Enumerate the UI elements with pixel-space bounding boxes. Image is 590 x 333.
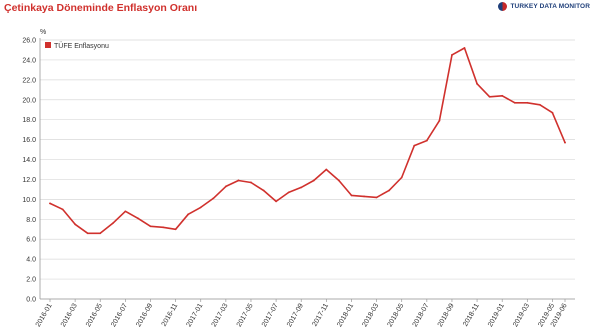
x-tick-label: 2018-03 xyxy=(361,302,380,328)
y-tick-label: 20.0 xyxy=(22,97,36,104)
x-tick-label: 2017-05 xyxy=(236,302,255,328)
data-point xyxy=(74,223,77,226)
data-point xyxy=(363,195,365,198)
y-axis-unit-label: % xyxy=(40,29,46,36)
data-point xyxy=(174,228,177,231)
y-tick-label: 26.0 xyxy=(22,38,36,45)
data-point xyxy=(162,226,164,229)
legend: TÜFE Enflasyonu xyxy=(45,42,109,50)
data-point xyxy=(262,189,265,192)
y-axis-tick-labels: 0.0 2.0 4.0 6.0 8.0 10.0 12.0 14.0 16.0 18.0 20.0 2… xyxy=(22,38,36,304)
data-point xyxy=(538,103,541,106)
brand-logo-text: TURKEY DATA MONITOR xyxy=(510,3,590,10)
y-tick-label: 16.0 xyxy=(22,137,36,144)
y-tick-label: 8.0 xyxy=(26,217,36,224)
data-point xyxy=(137,217,139,220)
data-point xyxy=(237,179,240,182)
data-point xyxy=(86,232,89,235)
y-tick-label: 2.0 xyxy=(26,277,36,284)
data-point xyxy=(275,200,277,203)
data-point xyxy=(413,144,416,147)
data-point xyxy=(400,176,403,179)
x-tick-label: 2017-03 xyxy=(211,302,230,328)
data-point xyxy=(375,196,378,199)
legend-label: TÜFE Enflasyonu xyxy=(54,42,109,50)
series-layer xyxy=(49,47,566,235)
x-tick-label: 2017-01 xyxy=(186,302,205,328)
data-point xyxy=(250,181,252,184)
data-point xyxy=(224,185,227,188)
data-point xyxy=(287,191,290,194)
y-tick-label: 18.0 xyxy=(22,117,36,124)
series-line xyxy=(49,47,566,235)
chart-title: Çetinkaya Döneminde Enflasyon Oranı xyxy=(4,2,198,14)
y-tick-label: 10.0 xyxy=(22,197,36,204)
data-point xyxy=(350,194,353,197)
x-tick-label: 2016-07 xyxy=(110,302,129,328)
y-tick-label: 4.0 xyxy=(26,257,36,264)
x-tick-label: 2018-01 xyxy=(336,302,355,328)
data-point xyxy=(476,82,478,85)
x-tick-label: 2017-11 xyxy=(311,302,330,327)
data-point xyxy=(551,111,554,114)
y-tick-label: 14.0 xyxy=(22,157,36,164)
gridlines xyxy=(40,39,575,300)
data-point xyxy=(212,197,215,200)
data-point xyxy=(388,189,391,192)
x-tick-label: 2018-05 xyxy=(387,302,406,328)
x-tick-label: 2018-07 xyxy=(412,302,431,328)
x-tick-label: 2018-09 xyxy=(437,302,456,328)
data-point xyxy=(451,54,453,56)
axes xyxy=(39,38,575,300)
x-tick-label: 2017-07 xyxy=(261,302,280,328)
data-point xyxy=(513,101,516,104)
data-point xyxy=(438,119,441,122)
y-tick-label: 22.0 xyxy=(22,77,36,84)
data-point xyxy=(199,206,202,209)
data-point xyxy=(49,202,51,205)
data-point xyxy=(501,94,504,97)
x-tick-label: 2016-05 xyxy=(85,302,104,328)
data-point xyxy=(338,179,340,182)
data-point xyxy=(425,139,428,142)
data-point xyxy=(300,186,303,189)
data-point xyxy=(99,232,102,235)
data-point xyxy=(111,222,114,225)
globe-logo-icon xyxy=(498,2,508,11)
y-tick-label: 0.0 xyxy=(26,297,36,304)
x-axis-tick-labels: 2016-01 2016-03 2016-05 2016-07 2016-09 2016-… xyxy=(35,299,569,328)
x-tick-label: 2016-03 xyxy=(60,302,79,328)
y-tick-label: 24.0 xyxy=(22,57,36,64)
data-point xyxy=(564,141,566,144)
x-tick-label: 2017-09 xyxy=(286,302,305,328)
data-point xyxy=(312,179,315,182)
x-tick-label: 2016-01 xyxy=(35,302,54,328)
x-tick-label: 2019-01 xyxy=(487,302,506,328)
data-point xyxy=(149,225,152,228)
data-point xyxy=(488,95,491,98)
y-tick-label: 6.0 xyxy=(26,237,36,244)
data-point xyxy=(124,210,127,213)
data-point xyxy=(187,213,190,216)
data-point xyxy=(61,208,64,211)
data-point xyxy=(526,101,529,104)
data-point xyxy=(463,47,466,49)
y-tick-label: 12.0 xyxy=(22,177,36,184)
x-tick-label: 2016-11 xyxy=(161,302,180,327)
x-tick-label: 2016-09 xyxy=(135,302,154,328)
brand-logo: TURKEY DATA MONITOR xyxy=(498,2,590,11)
data-point xyxy=(325,168,328,171)
x-tick-label: 2019-03 xyxy=(512,302,531,328)
x-tick-label: 2018-11 xyxy=(462,302,481,327)
legend-swatch xyxy=(45,42,51,48)
